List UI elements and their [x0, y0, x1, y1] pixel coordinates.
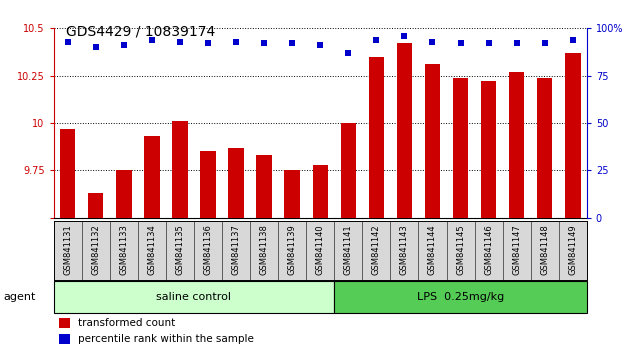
- Text: GSM841143: GSM841143: [400, 224, 409, 275]
- Point: [483, 41, 493, 46]
- Text: GSM841140: GSM841140: [316, 224, 325, 275]
- Bar: [509, 72, 524, 218]
- Text: saline control: saline control: [156, 292, 232, 302]
- Bar: [88, 193, 103, 218]
- Point: [119, 42, 129, 48]
- Text: transformed count: transformed count: [78, 318, 175, 329]
- Text: GSM841146: GSM841146: [484, 224, 493, 275]
- Text: GSM841149: GSM841149: [569, 224, 577, 275]
- Bar: [59, 318, 70, 329]
- Point: [512, 41, 522, 46]
- Bar: [228, 148, 244, 218]
- Text: GSM841142: GSM841142: [372, 224, 381, 275]
- Text: LPS  0.25mg/kg: LPS 0.25mg/kg: [417, 292, 504, 302]
- Text: GSM841132: GSM841132: [91, 224, 100, 275]
- Point: [427, 39, 437, 44]
- Point: [91, 45, 101, 50]
- Point: [399, 33, 410, 39]
- Bar: [537, 78, 553, 218]
- Text: GDS4429 / 10839174: GDS4429 / 10839174: [66, 25, 216, 39]
- Point: [203, 41, 213, 46]
- Bar: [369, 57, 384, 218]
- Point: [456, 41, 466, 46]
- Text: GSM841138: GSM841138: [259, 224, 269, 275]
- Point: [175, 39, 185, 44]
- Text: GSM841133: GSM841133: [119, 224, 128, 275]
- Bar: [453, 78, 468, 218]
- Bar: [481, 81, 497, 218]
- Bar: [172, 121, 187, 218]
- Bar: [144, 136, 160, 218]
- Point: [315, 42, 326, 48]
- Text: GSM841131: GSM841131: [63, 224, 72, 275]
- Bar: [116, 170, 131, 218]
- Text: GSM841139: GSM841139: [288, 224, 297, 275]
- Text: agent: agent: [3, 292, 35, 302]
- Bar: [312, 165, 328, 218]
- Bar: [341, 123, 356, 218]
- Point: [540, 41, 550, 46]
- Point: [231, 39, 241, 44]
- Point: [147, 37, 157, 42]
- Text: GSM841141: GSM841141: [344, 224, 353, 275]
- Point: [259, 41, 269, 46]
- Bar: [54, 281, 334, 313]
- Text: GSM841135: GSM841135: [175, 224, 184, 275]
- Text: GSM841145: GSM841145: [456, 224, 465, 275]
- Bar: [397, 44, 412, 218]
- Text: GSM841147: GSM841147: [512, 224, 521, 275]
- Text: percentile rank within the sample: percentile rank within the sample: [78, 334, 254, 344]
- Bar: [565, 53, 581, 218]
- Bar: [334, 281, 587, 313]
- Text: GSM841134: GSM841134: [148, 224, 156, 275]
- Point: [62, 39, 73, 44]
- Bar: [285, 170, 300, 218]
- Text: GSM841148: GSM841148: [540, 224, 549, 275]
- Text: GSM841137: GSM841137: [232, 224, 240, 275]
- Bar: [59, 334, 70, 344]
- Point: [568, 37, 578, 42]
- Bar: [200, 152, 216, 218]
- Point: [343, 50, 353, 56]
- Bar: [60, 129, 75, 218]
- Text: GSM841136: GSM841136: [203, 224, 213, 275]
- Bar: [256, 155, 272, 218]
- Text: GSM841144: GSM841144: [428, 224, 437, 275]
- Point: [371, 37, 381, 42]
- Point: [287, 41, 297, 46]
- Bar: [425, 64, 440, 218]
